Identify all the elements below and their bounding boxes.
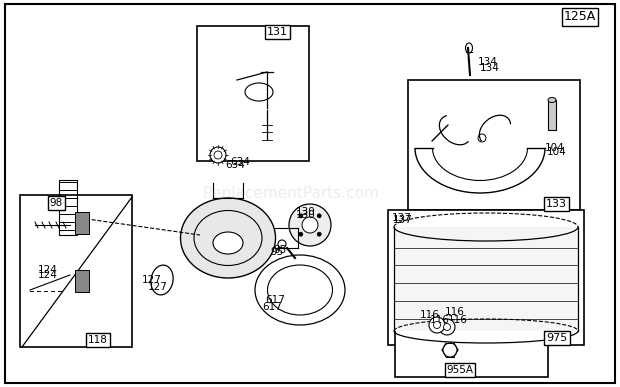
Ellipse shape	[548, 98, 556, 103]
Text: 975: 975	[546, 333, 568, 343]
Text: 124: 124	[38, 265, 58, 275]
Bar	[408, 80, 580, 210]
FancyArrowPatch shape	[432, 125, 448, 141]
Ellipse shape	[439, 319, 455, 335]
Text: 127: 127	[148, 282, 168, 292]
Ellipse shape	[429, 317, 445, 333]
Text: 127: 127	[142, 275, 162, 285]
Text: 95: 95	[273, 245, 286, 255]
Text: 134: 134	[480, 63, 500, 73]
Bar	[394, 227, 578, 331]
Bar	[197, 26, 309, 161]
Bar	[20, 195, 132, 347]
Text: 98: 98	[50, 198, 63, 208]
Ellipse shape	[289, 204, 331, 246]
Text: 116: 116	[420, 310, 440, 320]
Text: 95: 95	[270, 247, 283, 257]
Ellipse shape	[180, 198, 275, 278]
Ellipse shape	[299, 232, 303, 236]
Text: 118: 118	[88, 335, 108, 345]
Text: 125A: 125A	[564, 10, 596, 24]
Text: 116: 116	[430, 315, 450, 325]
Bar	[380, 20, 598, 270]
Ellipse shape	[302, 217, 318, 233]
Text: 137: 137	[393, 215, 413, 225]
Ellipse shape	[151, 265, 173, 295]
Text: 634: 634	[225, 160, 245, 170]
Bar	[160, 20, 380, 360]
Ellipse shape	[267, 265, 332, 315]
Text: 133: 133	[546, 199, 567, 209]
Text: 137: 137	[392, 213, 412, 223]
Ellipse shape	[317, 232, 321, 236]
Ellipse shape	[317, 214, 321, 218]
Text: 104: 104	[547, 147, 567, 157]
Ellipse shape	[443, 343, 457, 357]
Text: 955A: 955A	[446, 365, 474, 375]
Text: 116: 116	[445, 307, 465, 317]
Text: 134: 134	[478, 57, 498, 67]
Ellipse shape	[213, 232, 243, 254]
Bar	[548, 100, 556, 130]
Text: 130: 130	[296, 210, 316, 220]
Ellipse shape	[210, 147, 226, 163]
Text: 634: 634	[230, 157, 250, 167]
Text: 130: 130	[296, 207, 316, 217]
Text: 617: 617	[265, 295, 285, 305]
Text: 131: 131	[267, 27, 288, 37]
Bar	[75, 270, 89, 292]
Bar	[395, 305, 548, 377]
Ellipse shape	[433, 322, 440, 329]
Ellipse shape	[214, 151, 222, 159]
Ellipse shape	[255, 255, 345, 325]
Text: 104: 104	[545, 143, 565, 153]
Text: ReplacementParts.com: ReplacementParts.com	[203, 186, 380, 201]
Ellipse shape	[299, 214, 303, 218]
Bar	[388, 210, 584, 345]
Bar	[59, 180, 77, 235]
Text: 124: 124	[38, 270, 58, 280]
Text: 617: 617	[262, 302, 282, 312]
Bar	[75, 212, 89, 234]
Text: 116: 116	[448, 315, 468, 325]
Ellipse shape	[443, 324, 451, 330]
